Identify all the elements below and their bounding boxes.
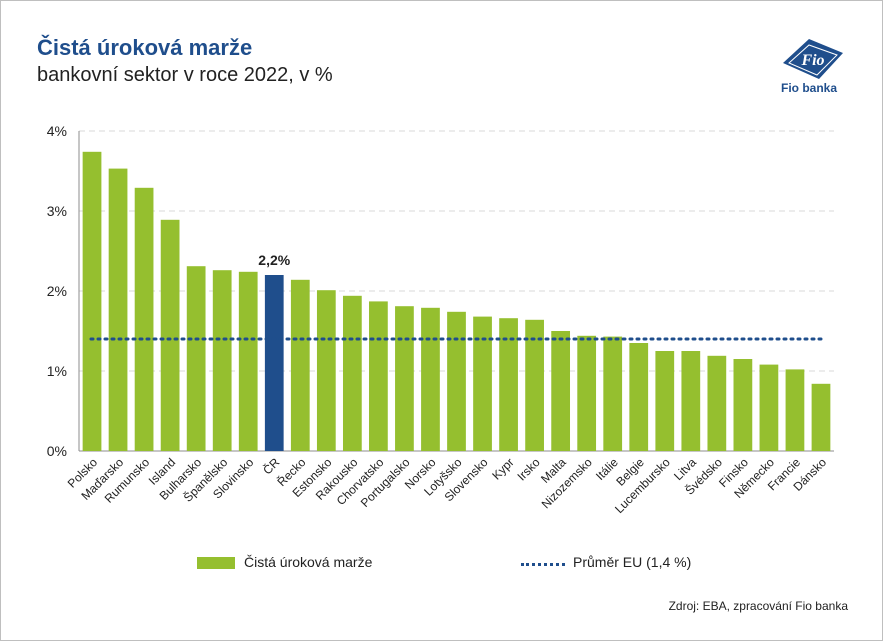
legend-label-average: Průměr EU (1,4 %) (573, 554, 692, 570)
y-tick-label: 4% (47, 123, 67, 139)
bar (290, 279, 310, 451)
x-tick-label: Kypr (489, 455, 516, 482)
bar (811, 383, 831, 451)
bar (733, 359, 753, 451)
y-tick-label: 1% (47, 363, 67, 379)
legend-swatch-average (521, 563, 565, 566)
source-note: Zdroj: EBA, zpracování Fio banka (668, 599, 848, 613)
y-tick-label: 2% (47, 283, 67, 299)
bar (785, 369, 805, 451)
bar (134, 187, 154, 452)
fio-logo-icon: Fio (783, 39, 843, 79)
bar (603, 336, 623, 451)
logo-text: Fio banka (781, 81, 838, 95)
bar (342, 295, 362, 451)
bar (82, 151, 102, 452)
y-tick-label: 3% (47, 203, 67, 219)
bar (759, 364, 779, 451)
chart-subtitle: bankovní sektor v roce 2022, v % (37, 64, 333, 86)
bar (577, 335, 597, 451)
bar (264, 275, 284, 451)
x-tick-label: Irsko (514, 455, 543, 484)
bar (212, 270, 232, 451)
data-label: 2,2% (258, 252, 290, 268)
bar (499, 318, 518, 451)
bar (655, 351, 675, 451)
bar (447, 311, 466, 451)
y-tick-label: 0% (47, 443, 67, 459)
legend-swatch-margin (197, 557, 235, 569)
bar (421, 307, 440, 451)
bar (551, 331, 571, 451)
logo-mark: Fio (800, 52, 824, 69)
bar (525, 319, 544, 451)
bar (629, 343, 649, 451)
bar (238, 271, 258, 451)
bar (186, 266, 206, 451)
bar (316, 290, 336, 451)
bar (160, 219, 180, 451)
chart-title: Čistá úroková marže (37, 35, 253, 60)
bar (395, 306, 414, 451)
bar (108, 168, 128, 451)
bar-chart: 0%1%2%3%4%PolskoMaďarskoRumunskoIslandBu… (47, 123, 834, 516)
bar (473, 316, 492, 451)
bar (681, 351, 701, 451)
bar (707, 355, 727, 451)
legend-label-margin: Čistá úroková marže (244, 554, 373, 570)
bar (369, 301, 388, 451)
